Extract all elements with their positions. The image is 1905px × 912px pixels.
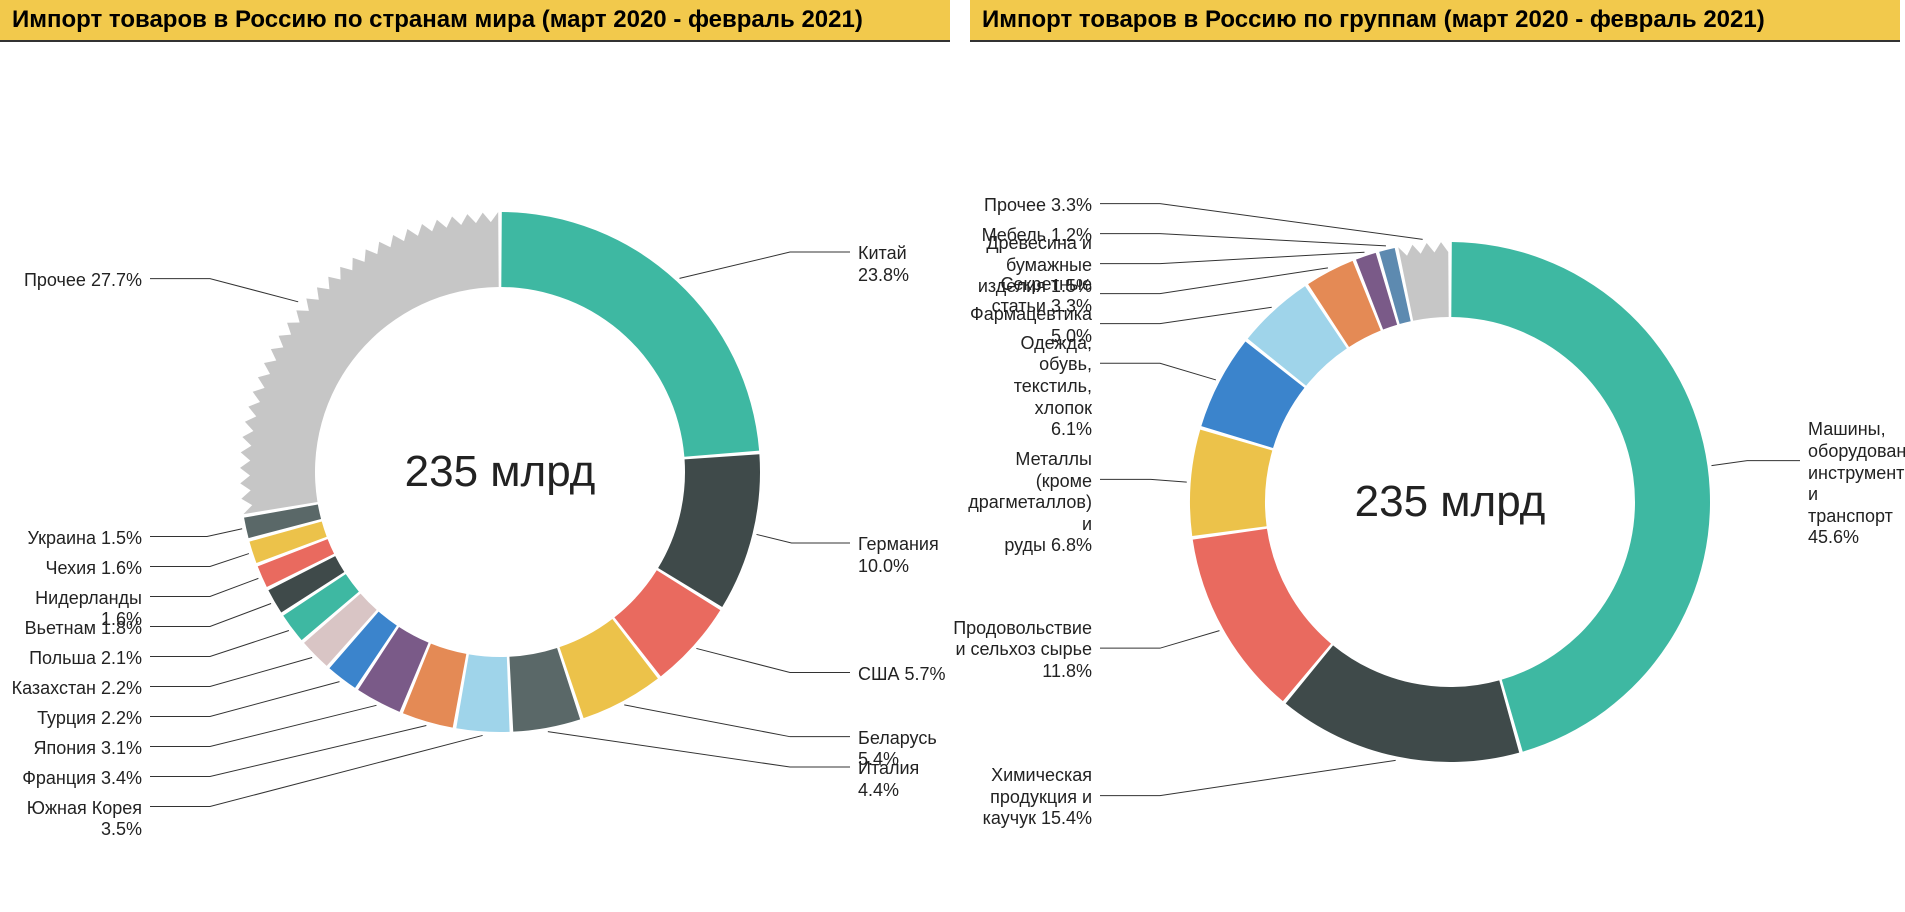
leader-line <box>1100 307 1272 323</box>
donut-slice <box>1286 645 1520 762</box>
chart-groups-wrap: Машины, оборудование, инструменты и тран… <box>970 42 1900 882</box>
slice-label: Металлы (кроме драгметаллов) и руды 6.8% <box>968 449 1092 557</box>
slice-label: Продовольствие и сельхоз сырье 11.8% <box>953 618 1092 683</box>
slice-label: Польша 2.1% <box>29 648 142 670</box>
leader-line <box>150 657 312 686</box>
leader-line <box>1100 631 1219 649</box>
leader-line <box>150 631 289 657</box>
slice-label: Прочее 27.7% <box>24 270 142 292</box>
panel-countries: Импорт товаров в Россию по странам мира … <box>0 0 950 882</box>
slice-label: Южная Корея 3.5% <box>0 798 142 841</box>
chart-countries-wrap: Китай 23.8%Германия 10.0%США 5.7%Беларус… <box>0 42 950 882</box>
slice-label: Германия 10.0% <box>858 534 950 577</box>
slice-label: Япония 3.1% <box>33 738 142 760</box>
leader-line <box>150 604 271 627</box>
leader-line <box>1100 252 1364 263</box>
slice-label: Машины, оборудование, инструменты и тран… <box>1808 419 1905 549</box>
leader-line <box>1100 760 1396 795</box>
donut-slice <box>1190 430 1272 536</box>
leader-line <box>757 534 850 543</box>
slice-label: Франция 3.4% <box>22 768 142 790</box>
leader-line <box>150 279 298 302</box>
slice-label: Одежда, обувь, текстиль, хлопок 6.1% <box>970 333 1092 441</box>
slice-label: Италия 4.4% <box>858 758 950 801</box>
title-groups: Импорт товаров в Россию по группам (март… <box>970 0 1900 42</box>
leader-line <box>624 705 850 737</box>
slice-label: Казахстан 2.2% <box>12 678 142 700</box>
leader-line <box>1100 268 1328 294</box>
leader-line <box>1100 234 1386 246</box>
donut-slice <box>501 212 759 457</box>
center-total-label: 235 млрд <box>1355 477 1546 527</box>
leader-line <box>696 648 850 672</box>
leader-line <box>680 252 850 278</box>
slice-label: Чехия 1.6% <box>46 558 142 580</box>
slice-label: Прочее 3.3% <box>984 195 1092 217</box>
leader-line <box>150 554 249 567</box>
title-countries: Импорт товаров в Россию по странам мира … <box>0 0 950 42</box>
donut-chart-groups <box>970 42 1900 882</box>
leader-line <box>150 726 426 777</box>
slice-label: Китай 23.8% <box>858 243 950 286</box>
donut-slice <box>456 654 509 732</box>
leader-line <box>150 705 376 746</box>
slice-label: США 5.7% <box>858 664 946 686</box>
leader-line <box>1711 461 1800 466</box>
center-total-label: 235 млрд <box>405 447 596 497</box>
infographic-container: Импорт товаров в Россию по странам мира … <box>0 0 1905 882</box>
slice-label: Вьетнам 1.8% <box>25 618 142 640</box>
leader-line <box>1100 363 1216 380</box>
leader-line <box>150 529 242 537</box>
slice-label: Химическая продукция и каучук 15.4% <box>983 765 1092 830</box>
panel-groups: Импорт товаров в Россию по группам (март… <box>970 0 1900 882</box>
slice-label: Украина 1.5% <box>27 528 142 550</box>
leader-line <box>1100 479 1187 482</box>
slice-label: Турция 2.2% <box>37 708 142 730</box>
leader-line <box>150 578 258 596</box>
